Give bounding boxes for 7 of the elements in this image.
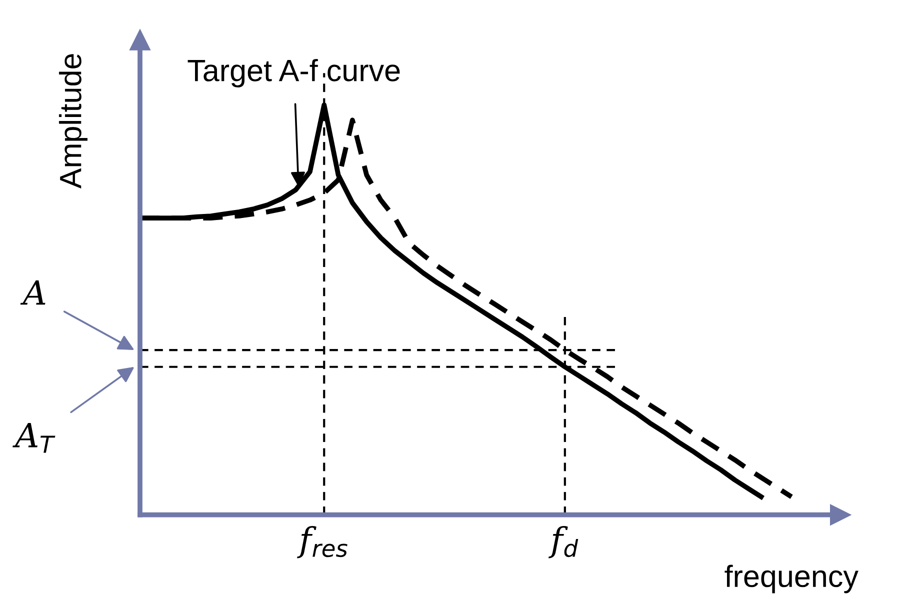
ref-line-label: A — [20, 280, 46, 305]
text: Target A-f curve — [188, 58, 400, 88]
x-tick-label: f$_{res}$ — [297, 526, 348, 558]
x-axis-title: frequency — [724, 564, 858, 594]
x-tick-label: f$_{d}$ — [548, 526, 578, 558]
y-axis-title: Amplitude — [58, 54, 88, 189]
ref-line-label: A$_{T}$ — [12, 422, 56, 453]
